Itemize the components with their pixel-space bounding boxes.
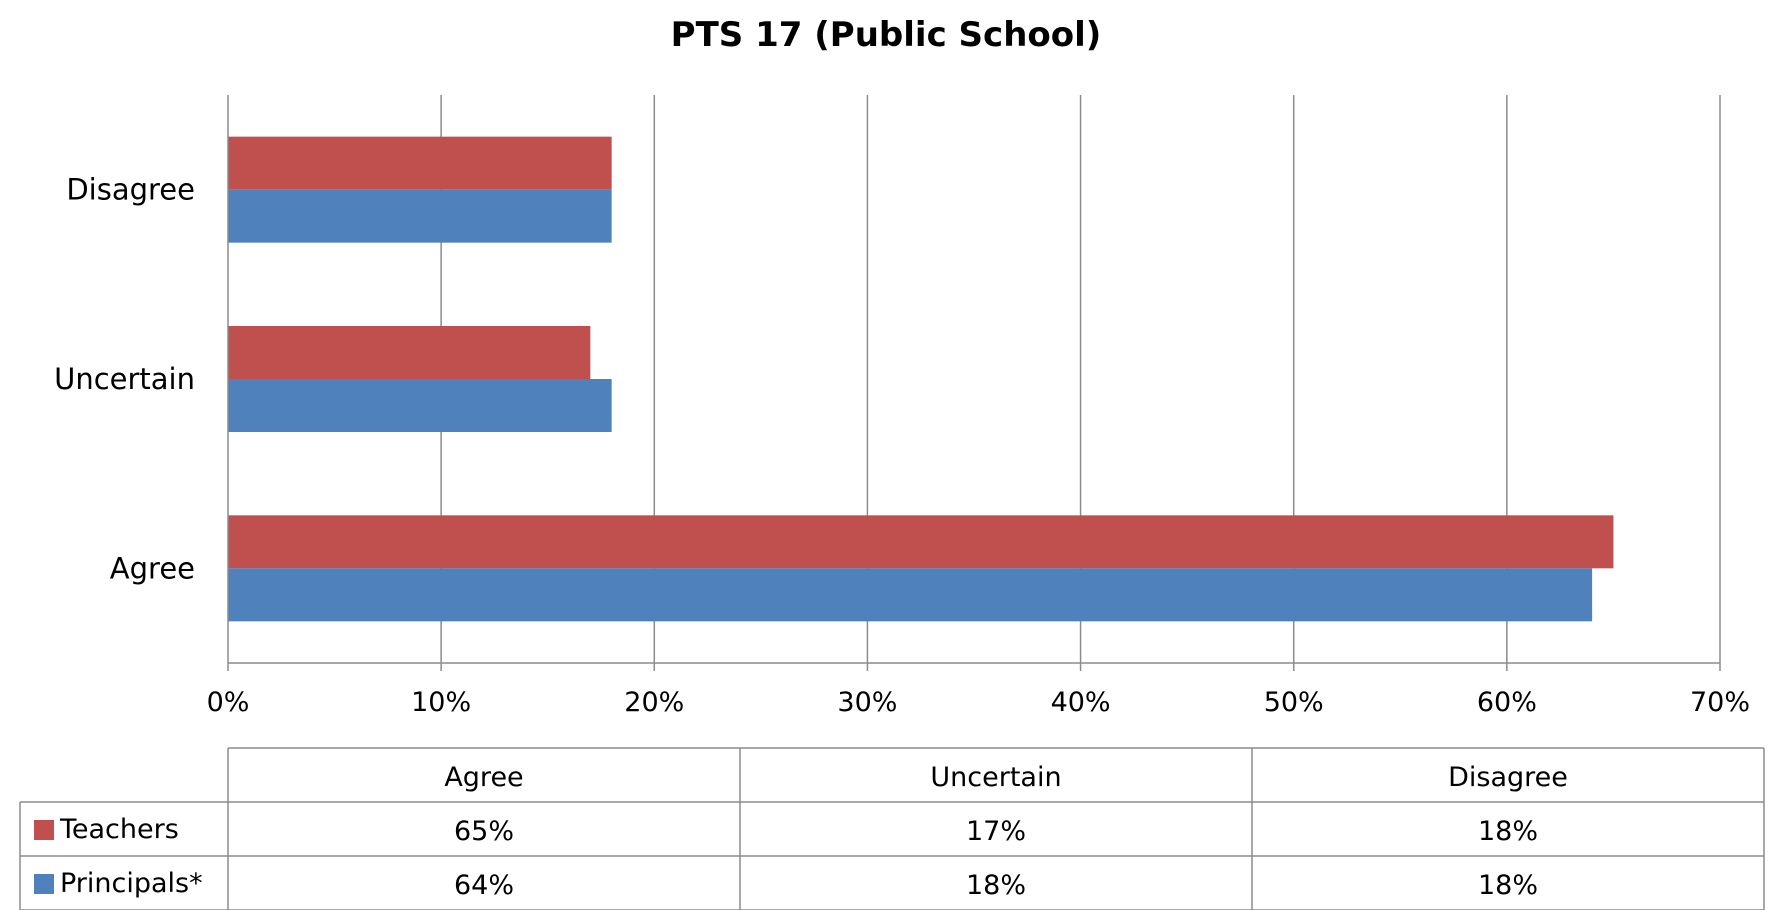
- table-value-cell: 18%: [1478, 816, 1538, 847]
- bar: [228, 515, 1614, 569]
- category-labels: Agree Uncertain Disagree: [54, 173, 195, 586]
- x-tick-labels: 0% 10% 20% 30% 40% 50% 60% 70%: [207, 687, 1750, 718]
- x-tick-label: 0%: [207, 687, 250, 718]
- table-header-cell: Disagree: [1448, 762, 1568, 793]
- legend-swatch: [34, 820, 54, 840]
- x-tick-label: 20%: [624, 687, 684, 718]
- bar: [228, 379, 612, 432]
- category-label: Disagree: [66, 173, 195, 207]
- bar: [228, 326, 591, 379]
- axes: [227, 95, 1721, 671]
- bar: [228, 568, 1593, 622]
- table-header-cell: Agree: [444, 762, 523, 793]
- table-value-cell: 65%: [454, 816, 514, 847]
- gridlines: [440, 95, 1721, 663]
- table-value-cell: 18%: [966, 870, 1026, 901]
- x-tick-label: 60%: [1477, 687, 1537, 718]
- x-tick-label: 50%: [1264, 687, 1324, 718]
- x-tick-label: 70%: [1690, 687, 1750, 718]
- legend-label: Principals*: [60, 868, 203, 899]
- chart-title: PTS 17 (Public School): [671, 15, 1102, 55]
- x-tick-label: 30%: [837, 687, 897, 718]
- bar: [228, 189, 612, 243]
- category-label: Uncertain: [54, 362, 195, 396]
- x-tick-label: 10%: [411, 687, 471, 718]
- table-value-cell: 18%: [1478, 870, 1538, 901]
- legend-label: Teachers: [59, 814, 179, 845]
- category-label: Agree: [110, 551, 195, 585]
- bar: [228, 136, 612, 190]
- x-tick-label: 40%: [1051, 687, 1111, 718]
- data-table: Agree Uncertain Disagree Teachers 65% 17% 18% P…: [19, 747, 1765, 910]
- legend-swatch: [34, 874, 54, 894]
- bars: [228, 136, 1614, 622]
- table-header-cell: Uncertain: [930, 762, 1061, 793]
- table-value-cell: 17%: [966, 816, 1026, 847]
- table-value-cell: 64%: [454, 870, 514, 901]
